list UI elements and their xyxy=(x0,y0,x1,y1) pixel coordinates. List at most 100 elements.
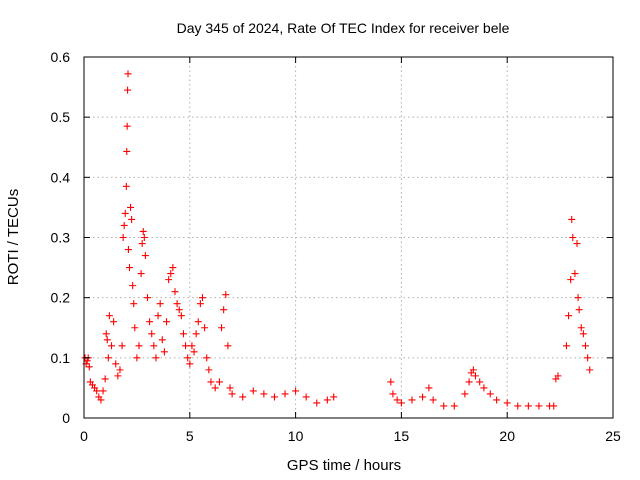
data-point xyxy=(575,306,583,314)
data-point xyxy=(184,354,192,362)
data-point xyxy=(387,378,395,386)
data-point xyxy=(120,221,128,229)
data-point xyxy=(93,387,101,395)
data-point xyxy=(160,348,168,356)
data-point xyxy=(103,336,111,344)
data-point xyxy=(450,402,458,410)
data-point xyxy=(156,300,164,308)
data-point xyxy=(228,390,236,398)
data-point xyxy=(440,402,448,410)
data-point xyxy=(196,300,204,308)
data-point xyxy=(177,312,185,320)
data-point xyxy=(137,270,145,278)
data-point xyxy=(249,387,257,395)
data-point xyxy=(393,396,401,404)
data-point xyxy=(110,318,118,326)
data-point xyxy=(123,122,131,130)
tick-labels: 0 5 10 15 20 25 0 0.1 0.2 0.3 0.4 0.5 0.6 xyxy=(51,49,621,444)
data-point xyxy=(104,354,112,362)
x-tick-label: 0 xyxy=(80,428,88,444)
data-point xyxy=(397,399,405,407)
data-point xyxy=(260,390,268,398)
data-point xyxy=(167,270,175,278)
x-tick-label: 25 xyxy=(605,428,621,444)
x-tick-label: 20 xyxy=(499,428,515,444)
data-point xyxy=(573,240,581,248)
y-tick-label: 0.2 xyxy=(51,290,71,306)
data-point xyxy=(118,342,126,350)
data-point xyxy=(139,227,147,235)
x-tick-label: 10 xyxy=(288,428,304,444)
y-tick-label: 0.3 xyxy=(51,230,71,246)
data-point xyxy=(122,182,130,190)
data-point xyxy=(577,324,585,332)
data-point xyxy=(101,375,109,383)
data-point xyxy=(461,390,469,398)
data-point xyxy=(302,393,310,401)
data-point xyxy=(486,390,494,398)
data-point xyxy=(124,86,132,94)
data-point xyxy=(121,209,129,217)
data-point xyxy=(192,330,200,338)
data-point xyxy=(429,396,437,404)
data-point xyxy=(83,357,91,365)
data-point xyxy=(143,294,151,302)
data-point xyxy=(224,342,232,350)
chart-title: Day 345 of 2024, Rate Of TEC Index for r… xyxy=(177,20,510,36)
data-point xyxy=(550,402,558,410)
data-point xyxy=(108,342,116,350)
data-point xyxy=(476,378,484,386)
data-point xyxy=(163,318,171,326)
data-point xyxy=(270,393,278,401)
data-point xyxy=(194,318,202,326)
data-point xyxy=(165,276,173,284)
data-point xyxy=(226,384,234,392)
data-point xyxy=(140,234,148,241)
data-point xyxy=(567,276,575,284)
data-point xyxy=(186,360,194,368)
data-point xyxy=(574,294,582,302)
data-point xyxy=(190,348,198,356)
data-point xyxy=(569,234,577,241)
data-point xyxy=(105,312,113,320)
y-tick-label: 0.5 xyxy=(51,109,71,125)
data-point xyxy=(581,342,589,350)
data-point xyxy=(469,366,477,374)
data-point xyxy=(584,354,592,362)
data-point xyxy=(175,306,183,314)
data-point xyxy=(408,396,416,404)
data-point xyxy=(281,390,289,398)
data-point xyxy=(211,384,219,392)
data-point xyxy=(179,330,187,338)
data-point xyxy=(554,372,562,380)
data-point xyxy=(514,402,522,410)
data-point xyxy=(124,246,132,254)
data-point xyxy=(123,147,131,155)
data-point xyxy=(116,366,124,374)
x-tick-label: 15 xyxy=(394,428,410,444)
x-axis-title: GPS time / hours xyxy=(287,457,401,474)
x-tick-label: 5 xyxy=(186,428,194,444)
data-point xyxy=(127,203,135,211)
data-point xyxy=(330,393,338,401)
data-point xyxy=(141,252,149,260)
data-point xyxy=(323,396,331,404)
data-point xyxy=(292,387,300,395)
data-point xyxy=(313,399,321,407)
data-point xyxy=(465,378,473,386)
data-point xyxy=(125,264,133,272)
y-tick-label: 0.6 xyxy=(51,49,71,65)
data-point xyxy=(119,234,127,241)
y-tick-label: 0 xyxy=(62,410,70,426)
data-point xyxy=(419,393,427,401)
data-point xyxy=(133,354,141,362)
data-point xyxy=(471,372,479,380)
data-point xyxy=(239,393,247,401)
data-point xyxy=(148,330,156,338)
axis-ticks xyxy=(83,56,614,419)
data-point xyxy=(535,402,543,410)
data-point xyxy=(565,312,573,320)
data-point xyxy=(99,387,107,395)
grid-layer xyxy=(84,57,613,418)
